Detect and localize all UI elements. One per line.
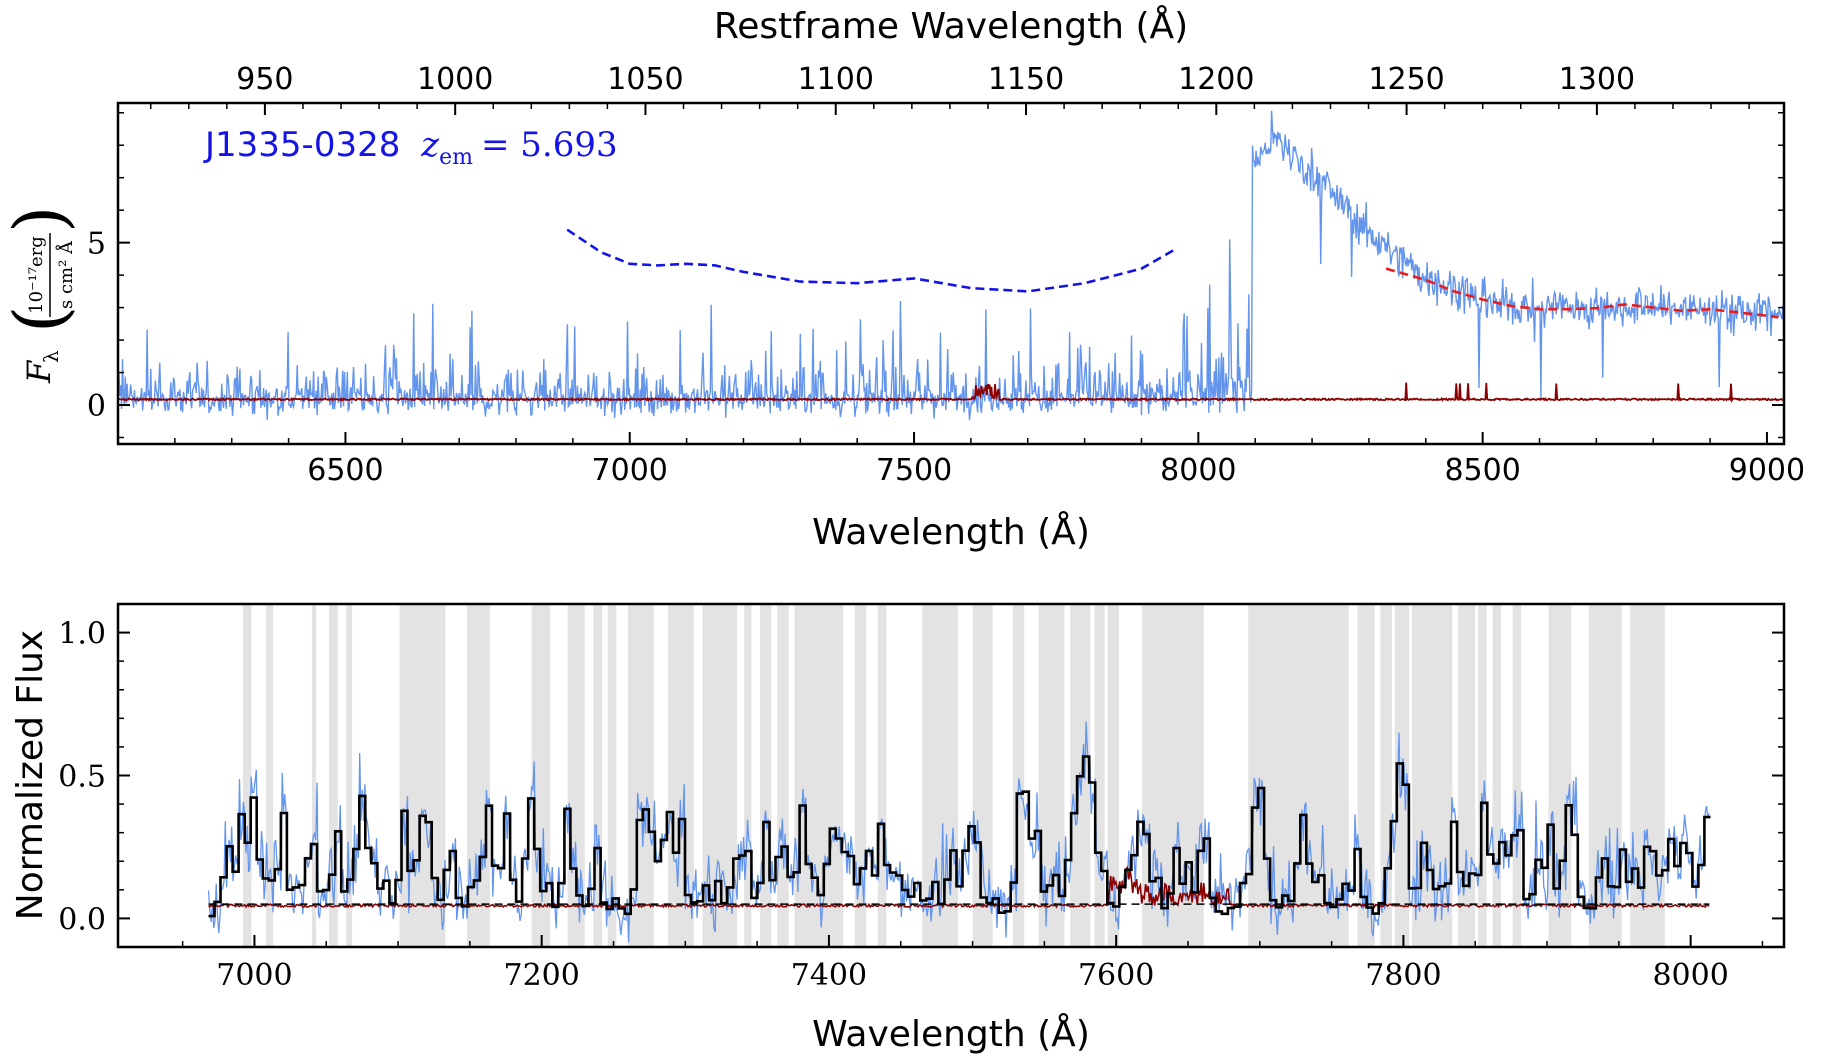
masked-region [593, 604, 603, 947]
top-x-axis-label: Wavelength (Å) [812, 510, 1090, 553]
masked-region [1630, 604, 1665, 947]
top-y-axis-label: F λ ( 10⁻¹⁷erg s cm² Å ) [0, 206, 81, 384]
top-x-tick-label: 7500 [876, 453, 952, 488]
binned-flux-step [208, 755, 1711, 918]
top-panel: 6500 7000 7500 8000 8500 9000 0 5 950 1000 1050 110… [0, 4, 1805, 553]
bottom-y-tick-label: 0.5 [58, 760, 106, 795]
redshift-subscript: em [439, 145, 473, 170]
unit-open-paren: ( [0, 306, 81, 333]
top-x-tick-label: 8000 [1160, 453, 1236, 488]
bottom-x-tick-label: 8000 [1652, 958, 1728, 993]
restframe-tick-label: 1050 [607, 62, 683, 97]
bottom-x-tick-label: 7000 [216, 958, 292, 993]
bottom-y-axis-label: Normalized Flux [10, 630, 51, 920]
top-x-tick-label: 6500 [307, 453, 383, 488]
masked-region [1492, 604, 1502, 947]
masked-region [1512, 604, 1522, 947]
masked-region [854, 604, 867, 947]
bottom-ticks: 7000 7200 7400 7600 7800 8000 0.0 0.5 1.0 [58, 603, 1784, 993]
masked-region [877, 604, 887, 947]
object-label: J1335-0328 zem = 5.693 [203, 125, 618, 170]
restframe-tick-label: 1100 [798, 62, 874, 97]
flux-subscript: λ [39, 350, 63, 363]
masked-region [1457, 604, 1476, 947]
unit-numerator: 10⁻¹⁷erg [26, 236, 47, 314]
object-name: J1335-0328 [203, 125, 400, 165]
bottom-x-tick-label: 7400 [791, 958, 867, 993]
restframe-tick-label: 1000 [417, 62, 493, 97]
bottom-y-tick-label: 0.0 [58, 902, 106, 937]
error-series [118, 382, 1784, 404]
bottom-x-tick-label: 7200 [504, 958, 580, 993]
masked-region [668, 604, 694, 947]
masked-region [759, 604, 772, 947]
masked-region [1012, 604, 1025, 947]
masked-region [702, 604, 738, 947]
top-ticks: 6500 7000 7500 8000 8500 9000 0 5 950 1000 1050 110… [87, 62, 1805, 488]
masked-region [242, 604, 252, 947]
bottom-x-tick-label: 7800 [1365, 958, 1441, 993]
top-x-tick-label: 8500 [1444, 453, 1520, 488]
restframe-tick-label: 1300 [1559, 62, 1635, 97]
masked-region [346, 604, 353, 947]
masked-region [1094, 604, 1105, 947]
masked-region [329, 604, 338, 947]
top-axes-frame [116, 101, 1786, 446]
redshift-symbol: z [420, 125, 440, 165]
top-y-tick-label: 5 [87, 227, 106, 262]
bottom-x-tick-label: 7600 [1078, 958, 1154, 993]
normalized-flux-series [207, 721, 1710, 943]
continuum-fit-red-line [1385, 267, 1779, 319]
top-plot-area [118, 110, 1784, 421]
bottom-panel: 7000 7200 7400 7600 7800 8000 0.0 0.5 1.0 Wavele… [10, 602, 1786, 1055]
continuum-fit-line [566, 228, 1177, 293]
masked-region [265, 604, 274, 947]
masked-region [1248, 604, 1349, 947]
flux-symbol: F [20, 359, 58, 384]
masked-region [311, 604, 317, 947]
masked-region [1380, 604, 1392, 947]
restframe-tick-label: 950 [236, 62, 293, 97]
flux-series [118, 110, 1784, 421]
top-y-tick-label: 0 [87, 389, 106, 424]
masked-region [922, 604, 959, 947]
bottom-x-axis-label: Wavelength (Å) [812, 1012, 1090, 1055]
bottom-y-tick-label: 1.0 [58, 617, 106, 652]
masked-region [1478, 604, 1487, 947]
top-x-tick-label: 9000 [1729, 453, 1805, 488]
bottom-error-series [207, 865, 1710, 909]
masked-region [1588, 604, 1622, 947]
bottom-plot-area [207, 604, 1711, 947]
restframe-axis-label: Restframe Wavelength (Å) [714, 4, 1188, 47]
masked-region [466, 604, 490, 947]
redshift-value: = 5.693 [481, 125, 618, 165]
masked-region [972, 604, 993, 947]
unit-close-paren: ) [0, 206, 81, 233]
masked-region [777, 604, 789, 947]
unit-denominator: s cm² Å [55, 240, 77, 309]
restframe-tick-label: 1150 [988, 62, 1064, 97]
masked-region [1107, 604, 1120, 947]
restframe-tick-label: 1200 [1178, 62, 1254, 97]
masked-region [607, 604, 617, 947]
top-x-tick-label: 7000 [592, 453, 668, 488]
masked-region [744, 604, 752, 947]
restframe-tick-label: 1250 [1368, 62, 1444, 97]
